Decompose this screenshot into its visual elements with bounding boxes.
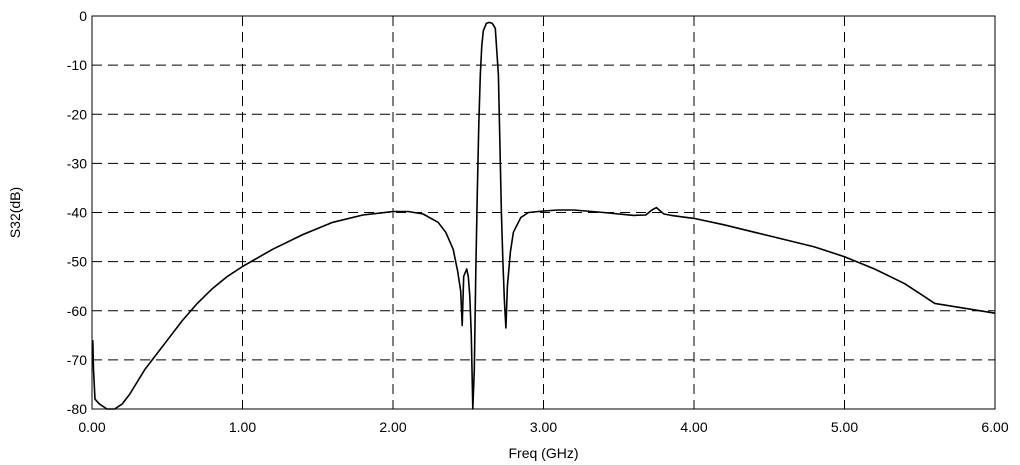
grid-lines [92,16,995,409]
y-axis-label: S32(dB) [7,187,23,238]
x-tick-label: 0.00 [78,419,105,435]
y-tick-label: -20 [67,106,87,122]
y-tick-label: -80 [67,401,87,417]
x-tick-label: 4.00 [680,419,707,435]
series-line-s32 [92,21,996,410]
series-layer [92,21,996,410]
x-tick-labels: 0.00 1.00 2.00 3.00 4.00 5.00 6.00 [78,419,1008,435]
x-tick-label: 3.00 [530,419,557,435]
x-axis-label: Freq (GHz) [509,445,579,461]
y-tick-label: 0 [79,8,87,24]
y-tick-label: -10 [67,57,87,73]
x-tick-label: 2.00 [379,419,406,435]
x-tick-label: 6.00 [981,419,1008,435]
y-tick-labels: 0 -10 -20 -30 -40 -50 -60 -70 -80 [67,8,87,417]
x-tick-label: 5.00 [831,419,858,435]
plot-frame [91,15,996,410]
y-tick-label: -50 [67,254,87,270]
y-tick-label: -40 [67,205,87,221]
y-tick-label: -70 [67,352,87,368]
y-tick-label: -30 [67,155,87,171]
y-tick-label: -60 [67,303,87,319]
x-tick-label: 1.00 [229,419,256,435]
